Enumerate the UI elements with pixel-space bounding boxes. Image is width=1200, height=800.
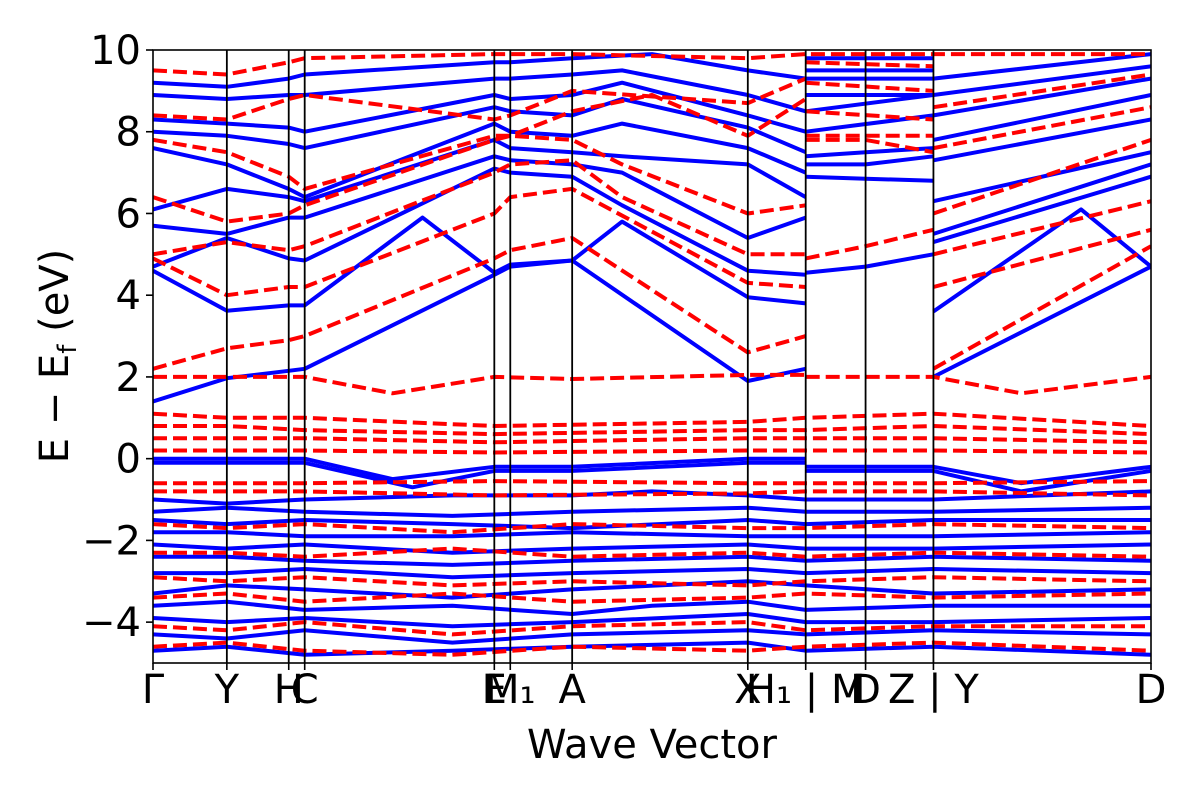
solid-band-line — [153, 456, 1151, 486]
y-tick-label: −2 — [82, 518, 141, 564]
y-axis-title: E − Ef (eV) — [32, 249, 83, 464]
y-tick-label: 8 — [116, 110, 141, 156]
x-axis-title: Wave Vector — [527, 722, 778, 768]
dashed-band-line — [153, 109, 1151, 224]
x-tick-label: X — [734, 667, 761, 713]
x-tick-label: Z | Y — [888, 667, 979, 713]
x-tick-label: M₁ — [485, 667, 536, 713]
x-tick-label: Y — [214, 667, 240, 713]
dashed-band-line — [153, 411, 1151, 428]
plot-frame — [152, 49, 1152, 664]
y-tick-label: 6 — [116, 191, 141, 237]
dashed-band-line — [153, 424, 1151, 437]
solid-band-line — [153, 52, 1151, 89]
dashed-band-line — [153, 80, 1151, 191]
x-tick-label: C — [291, 667, 319, 713]
solid-band-line — [153, 64, 1151, 114]
dashed-band-line — [153, 479, 1151, 486]
y-axis-title-unit: (eV) — [32, 249, 78, 345]
y-axis: −4 −2 0 2 4 6 8 10 — [82, 28, 153, 646]
y-tick-label: 0 — [116, 437, 141, 483]
y-axis-title-subscript: f — [53, 344, 83, 354]
dashed-band-line — [153, 52, 1151, 77]
x-tick-label: Γ — [142, 667, 165, 713]
solid-band-line — [153, 76, 1151, 134]
dashed-band-line — [153, 133, 1151, 257]
y-axis-title-main: E − E — [32, 354, 78, 464]
x-tick-label: D — [1136, 667, 1167, 713]
x-tick-label: D — [850, 667, 881, 713]
kpoint-lines — [225, 50, 935, 663]
x-tick-label: E — [482, 667, 507, 713]
dashed-band-line — [153, 372, 1151, 396]
dashed-band-line — [153, 436, 1151, 445]
solid-band-line — [153, 489, 1151, 506]
dashed-band-line — [153, 448, 1151, 455]
x-tick-label: A — [558, 667, 586, 713]
y-tick-label: 2 — [116, 355, 141, 401]
x-tick-label: H — [274, 667, 304, 713]
solid-band-line — [153, 599, 1151, 616]
x-tick-label: H₁ | M — [746, 667, 866, 713]
dashed-band-line — [153, 489, 1151, 498]
y-tick-label: −4 — [82, 600, 141, 646]
y-tick-label: 10 — [90, 28, 141, 74]
bands-layer — [153, 52, 1151, 657]
y-tick-label: 4 — [116, 273, 141, 319]
